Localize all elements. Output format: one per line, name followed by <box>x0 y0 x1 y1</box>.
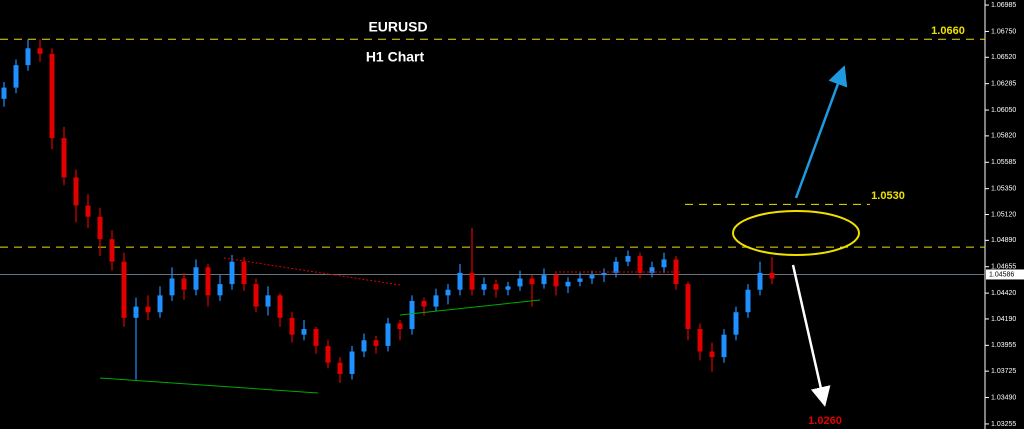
candle-body <box>349 351 355 374</box>
y-tick-label: 1.05350 <box>991 186 1016 193</box>
candle-body <box>157 295 163 313</box>
candle-body <box>121 261 127 318</box>
candle-body <box>445 289 451 296</box>
trend-line <box>399 299 541 316</box>
y-tick-label: 1.03490 <box>991 394 1016 401</box>
y-tick-label: 1.06750 <box>991 28 1016 35</box>
y-tick-label: 1.05585 <box>991 159 1016 166</box>
candle-body <box>13 65 19 88</box>
candle-body <box>517 278 523 287</box>
y-tick-label: 1.06285 <box>991 81 1016 88</box>
annotation: 1.0260 <box>808 415 842 427</box>
candle-body <box>289 317 295 335</box>
candle-body <box>421 300 427 307</box>
candle-body <box>601 272 607 276</box>
y-tick-label: 1.03725 <box>991 368 1016 375</box>
y-tick-label: 1.06520 <box>991 54 1016 61</box>
candle-body <box>661 259 667 268</box>
candle-body <box>193 267 199 290</box>
annotation: 1.0660 <box>931 25 965 37</box>
candle-body <box>313 329 319 346</box>
candle-body <box>241 261 247 285</box>
y-tick-label: 1.04890 <box>991 237 1016 244</box>
candle-body <box>373 340 379 346</box>
candle-body <box>325 345 331 363</box>
candle-body <box>553 275 559 287</box>
y-tick-label: 1.04190 <box>991 316 1016 323</box>
y-tick-label: 1.04655 <box>991 264 1016 271</box>
candle-body <box>337 362 343 374</box>
y-tick-label: 1.03955 <box>991 342 1016 349</box>
candle-body <box>229 261 235 285</box>
chart-title: EURUSD <box>368 19 427 35</box>
candle-body <box>721 334 727 358</box>
y-tick-label: 1.05120 <box>991 211 1016 218</box>
candle-body <box>1 87 7 99</box>
candle-body <box>25 48 31 66</box>
candle-body <box>85 205 91 217</box>
y-tick-label: 1.04420 <box>991 290 1016 297</box>
candle-body <box>133 306 139 318</box>
y-tick-label: 1.06050 <box>991 107 1016 114</box>
candle-body <box>469 272 475 290</box>
candle-body <box>145 306 151 313</box>
candle-body <box>265 295 271 307</box>
candle-body <box>457 272 463 290</box>
price-label: 1.04586 <box>989 271 1014 278</box>
highlight-ellipse <box>732 210 860 256</box>
plot <box>0 38 985 383</box>
candle-body <box>481 284 487 290</box>
candle-body <box>625 256 631 262</box>
candle-body <box>169 278 175 296</box>
candle-body <box>577 278 583 282</box>
candle-body <box>37 48 43 54</box>
candle-body <box>529 278 535 285</box>
candle-body <box>709 351 715 358</box>
candle-body <box>73 177 79 206</box>
candle-body <box>565 281 571 287</box>
candle-body <box>253 284 259 307</box>
candle-body <box>697 329 703 352</box>
candle-body <box>493 284 499 290</box>
candle-body <box>745 289 751 313</box>
price-box <box>986 269 1024 280</box>
candle-body <box>757 272 763 290</box>
arrow-down <box>791 264 831 407</box>
arrow-up <box>794 65 848 199</box>
candle-body <box>409 300 415 330</box>
candle-body <box>181 278 187 290</box>
candle-body <box>541 275 547 285</box>
y-tick-label: 1.05820 <box>991 133 1016 140</box>
y-tick-label: 1.06985 <box>991 2 1016 9</box>
candle-body <box>769 272 775 279</box>
candle-body <box>301 329 307 335</box>
candle-body <box>385 323 391 346</box>
candle-body <box>361 340 367 352</box>
candle-body <box>97 216 103 240</box>
candle-body <box>109 239 115 262</box>
y-tick-label: 1.03255 <box>991 421 1016 428</box>
candle-body <box>505 286 511 290</box>
candle-body <box>649 267 655 273</box>
candle-body <box>205 267 211 296</box>
candle-body <box>61 138 67 178</box>
candle-body <box>637 256 643 273</box>
candle-body <box>433 295 439 307</box>
candle-body <box>589 275 595 279</box>
trend-line <box>99 377 319 394</box>
candle-body <box>685 284 691 330</box>
candle-body <box>277 295 283 318</box>
candle-body <box>217 284 223 296</box>
trend-line <box>223 257 401 286</box>
candle-body <box>613 261 619 273</box>
chart-subtitle: H1 Chart <box>366 49 425 65</box>
candle-body <box>733 312 739 335</box>
annotation: 1.0530 <box>871 190 905 202</box>
candle-body <box>397 323 403 330</box>
candle-body <box>49 53 55 139</box>
